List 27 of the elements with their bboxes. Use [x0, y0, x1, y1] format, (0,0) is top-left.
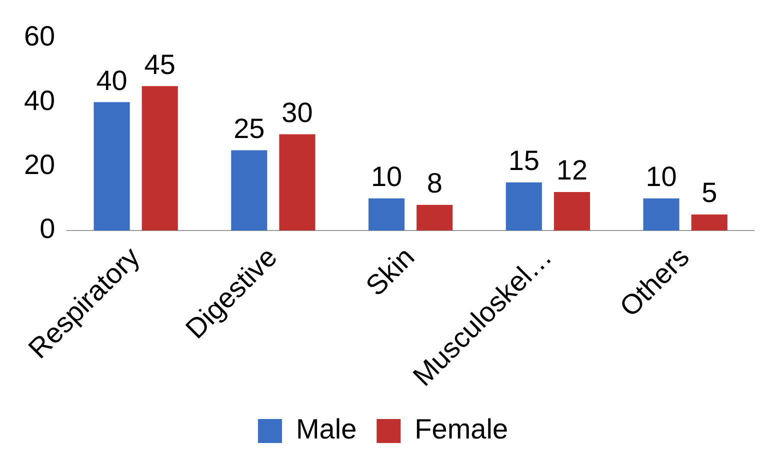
- data-label: 8: [426, 168, 442, 199]
- data-label: 12: [556, 154, 588, 186]
- x-tick-label: Skin: [360, 241, 420, 302]
- y-tick-label: 60: [24, 20, 56, 52]
- bar: [279, 134, 316, 231]
- bar: [231, 150, 268, 231]
- bar: [643, 198, 680, 231]
- y-tick-label: 40: [24, 84, 56, 116]
- data-label: 40: [96, 64, 128, 96]
- data-label: 30: [282, 96, 313, 128]
- legend-label: Male: [296, 414, 357, 445]
- bar: [691, 214, 728, 231]
- data-label: 10: [646, 161, 677, 192]
- legend-label: Female: [414, 414, 508, 445]
- bar: [368, 198, 405, 231]
- y-tick-label: 0: [40, 213, 56, 244]
- bar: [416, 204, 453, 231]
- data-label: 25: [234, 113, 265, 144]
- data-label: 10: [370, 161, 402, 192]
- bar: [506, 182, 542, 231]
- bar: [554, 192, 590, 231]
- bar: [142, 86, 178, 231]
- data-label: 15: [508, 145, 540, 176]
- data-label: 45: [144, 48, 176, 80]
- y-tick-label: 20: [24, 149, 56, 180]
- data-label: 5: [702, 177, 718, 208]
- bar: [94, 102, 130, 231]
